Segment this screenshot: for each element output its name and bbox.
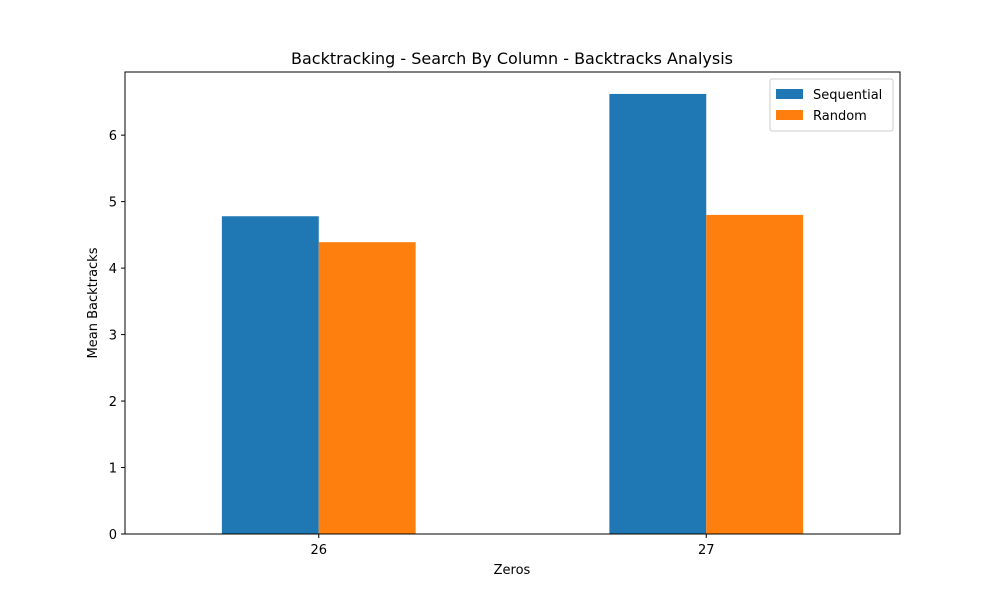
legend-label-sequential: Sequential — [813, 88, 882, 103]
bar-sequential-27 — [609, 93, 707, 534]
x-tick-label: 26 — [310, 543, 327, 558]
bar-random-26 — [318, 242, 416, 534]
y-axis-label: Mean Backtracks — [86, 247, 101, 358]
legend-swatch-random — [776, 110, 803, 120]
bar-random-27 — [706, 214, 804, 535]
y-tick-label: 1 — [109, 462, 117, 477]
legend-label-random: Random — [813, 109, 867, 124]
plot-frame — [124, 71, 901, 535]
y-tick-label: 2 — [109, 395, 117, 410]
chart-title: Backtracking - Search By Column - Backtr… — [291, 49, 733, 68]
y-tick-label: 0 — [109, 528, 117, 543]
legend: Sequential Random — [769, 78, 894, 132]
y-tick-label: 4 — [109, 262, 117, 277]
x-axis-label: Zeros — [494, 563, 531, 578]
plot-area: 0 1 2 3 4 5 6 26 27 — [109, 71, 901, 558]
legend-swatch-sequential — [776, 89, 803, 99]
y-tick-label: 6 — [109, 129, 117, 144]
y-tick-label: 3 — [109, 329, 117, 344]
y-tick-label: 5 — [109, 196, 117, 211]
x-tick-label: 27 — [698, 543, 715, 558]
bar-sequential-26 — [221, 216, 319, 534]
